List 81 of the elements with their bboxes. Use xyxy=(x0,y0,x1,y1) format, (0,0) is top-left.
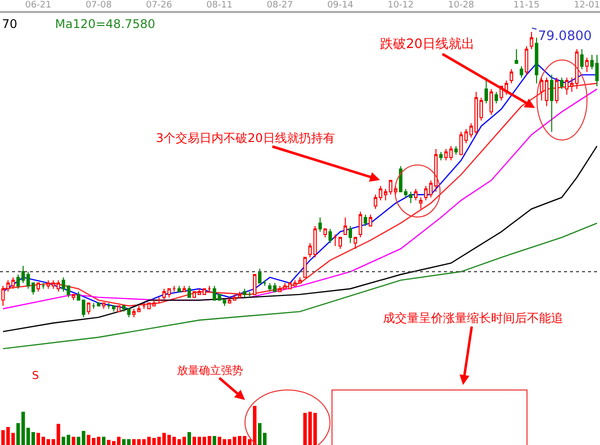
x-tick-label: 09-14 xyxy=(327,0,354,10)
candlestick xyxy=(252,274,256,295)
candlestick xyxy=(444,148,448,161)
x-tick-label: 11-15 xyxy=(513,0,540,10)
candlestick xyxy=(328,228,332,244)
candlestick xyxy=(177,285,181,292)
candlestick xyxy=(152,300,156,306)
candlestick xyxy=(590,54,594,70)
candlestick xyxy=(494,91,498,104)
x-tick-label: 07-26 xyxy=(146,0,172,10)
candlestick xyxy=(208,285,212,292)
candlestick xyxy=(484,77,488,104)
x-tick-label: 07-08 xyxy=(86,0,112,10)
candlestick xyxy=(112,305,116,312)
x-tick-label: 08-27 xyxy=(266,0,293,10)
candlestick xyxy=(188,285,191,298)
candlestick xyxy=(117,305,121,312)
candlestick xyxy=(248,291,252,298)
candlestick xyxy=(258,268,262,284)
text: 70 xyxy=(2,17,18,31)
candlestick xyxy=(222,300,226,306)
annotation: 成交量呈价涨量缩长时间后不能追 xyxy=(383,311,563,325)
candlestick xyxy=(182,285,186,292)
candlestick xyxy=(490,88,494,116)
candlestick xyxy=(263,280,266,286)
candlestick xyxy=(514,48,518,64)
candlestick xyxy=(42,282,46,290)
x-tick-label: 12-01 xyxy=(574,0,600,10)
candlestick xyxy=(303,256,307,278)
annotation: 3个交易日内不破20日线就扔持有 xyxy=(156,131,335,145)
candlestick xyxy=(242,288,246,298)
x-tick-label: 10-28 xyxy=(448,0,474,10)
bar xyxy=(188,432,192,445)
candlestick xyxy=(172,285,176,292)
candlestick xyxy=(334,234,337,246)
annotation: 跌破20日线就出 xyxy=(380,37,475,52)
candlestick xyxy=(354,236,358,250)
candlestick xyxy=(106,302,110,310)
candlestick xyxy=(364,214,368,226)
candlestick xyxy=(510,68,514,84)
candlestick xyxy=(338,236,342,250)
text: Ma120=48.7580 xyxy=(55,17,156,31)
candlestick xyxy=(449,146,453,161)
candlestick xyxy=(530,32,534,50)
bar xyxy=(212,436,216,445)
candlestick xyxy=(520,66,524,78)
candlestick xyxy=(157,296,161,304)
candlestick xyxy=(86,302,90,315)
candlestick xyxy=(318,216,322,232)
candlestick xyxy=(358,211,362,238)
candlestick xyxy=(534,37,538,84)
text: 放量确立强势 xyxy=(177,364,243,377)
candlestick xyxy=(96,302,100,306)
candlestick xyxy=(142,302,146,310)
x-tick-label: 08-11 xyxy=(206,0,233,10)
candlestick xyxy=(344,216,348,236)
candlestick xyxy=(368,214,372,226)
bar xyxy=(102,436,106,445)
candlestick xyxy=(414,188,418,201)
annotation: 79.0800 xyxy=(538,29,592,44)
candlestick xyxy=(550,74,554,132)
text: S xyxy=(32,369,39,382)
candlestick xyxy=(36,282,40,292)
candlestick xyxy=(374,194,378,210)
candlestick xyxy=(72,294,76,301)
candlestick xyxy=(92,302,96,310)
candlestick xyxy=(102,302,106,310)
candlestick xyxy=(554,77,558,104)
x-tick-label: 06-21 xyxy=(25,0,52,10)
candlestick xyxy=(585,57,589,72)
candlestick xyxy=(439,151,443,161)
candlestick xyxy=(298,276,302,284)
candlestick xyxy=(419,196,423,210)
candlestick xyxy=(580,48,584,70)
candlestick xyxy=(348,225,352,244)
candlestick xyxy=(595,54,599,87)
candlestick xyxy=(323,228,327,238)
bar xyxy=(72,436,76,445)
x-tick-label: 10-12 xyxy=(388,0,414,10)
candlestick xyxy=(560,77,564,90)
candlestick xyxy=(454,146,458,156)
